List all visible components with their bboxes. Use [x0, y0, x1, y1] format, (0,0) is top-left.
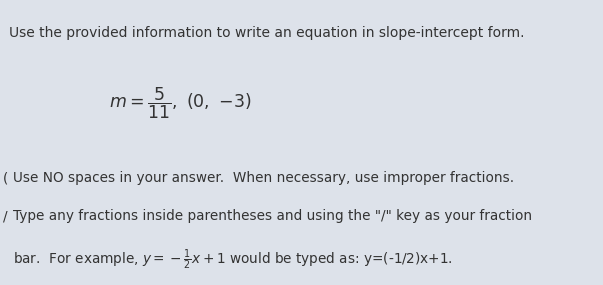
- Text: Use NO spaces in your answer.  When necessary, use improper fractions.: Use NO spaces in your answer. When neces…: [13, 171, 514, 185]
- Text: Use the provided information to write an equation in slope-intercept form.: Use the provided information to write an…: [9, 26, 525, 40]
- Text: Type any fractions inside parentheses and using the "/" key as your fraction: Type any fractions inside parentheses an…: [13, 209, 532, 223]
- Text: /: /: [3, 209, 8, 223]
- Text: bar.  For example, $y = -\frac{1}{2}x + 1$ would be typed as: y=(-1/2)x+1.: bar. For example, $y = -\frac{1}{2}x + 1…: [13, 248, 453, 272]
- Text: $m = \dfrac{5}{11},\ (0,\ {-3})$: $m = \dfrac{5}{11},\ (0,\ {-3})$: [109, 86, 251, 121]
- Text: (: (: [3, 171, 8, 185]
